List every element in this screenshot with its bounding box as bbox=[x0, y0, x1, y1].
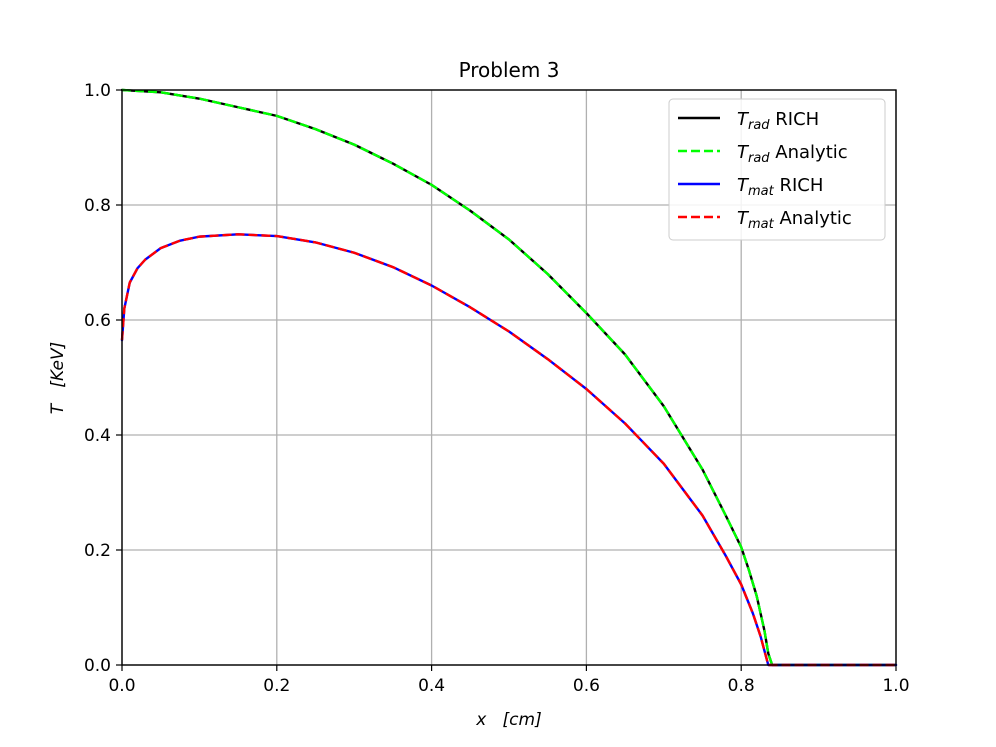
legend-box bbox=[668, 98, 886, 241]
y-axis-label: T [KeV] bbox=[48, 342, 68, 415]
ticks-layer: 0.0 0.2 0.4 0.6 0.8 1.0 0.0 0.2 0.4 0.6 0.8 1.0 bbox=[84, 81, 910, 696]
legend-label: Tmat Analytic bbox=[737, 208, 852, 232]
x-tick-label: 0.6 bbox=[573, 676, 600, 696]
y-tick-label: 0.8 bbox=[84, 196, 111, 216]
y-tick-label: 0.4 bbox=[84, 426, 111, 446]
y-tick-label: 0.2 bbox=[84, 541, 111, 561]
legend-subscript: mat bbox=[748, 184, 775, 199]
legend-suffix: Analytic bbox=[774, 208, 852, 229]
y-tick-label: 0.6 bbox=[84, 311, 111, 331]
legend-subscript: rad bbox=[748, 151, 770, 166]
x-tick-label: 0.2 bbox=[263, 676, 290, 696]
chart-title: Problem 3 bbox=[459, 58, 560, 82]
x-axis-unit: [cm] bbox=[503, 710, 542, 730]
series-layer bbox=[120, 88, 898, 667]
legend-symbol: T bbox=[737, 175, 750, 196]
y-tick-label: 1.0 bbox=[84, 81, 111, 101]
y-axis-unit: [KeV] bbox=[48, 342, 68, 388]
x-tick-label: 0.4 bbox=[418, 676, 445, 696]
plot-frame bbox=[121, 89, 897, 666]
legend-symbol: T bbox=[737, 142, 750, 163]
legend-symbol: T bbox=[737, 109, 750, 130]
legend-suffix: RICH bbox=[774, 175, 824, 196]
x-tick-label: 0.8 bbox=[728, 676, 755, 696]
legend-subscript: mat bbox=[748, 217, 775, 232]
legend-label: Trad Analytic bbox=[737, 142, 848, 166]
legend-suffix: Analytic bbox=[770, 142, 848, 163]
x-tick-label: 0.0 bbox=[108, 676, 135, 696]
y-axis-variable: T bbox=[48, 402, 68, 414]
series-line-t-rad-analytic bbox=[121, 88, 896, 667]
series-line-t-mat-analytic bbox=[120, 233, 896, 667]
legend-symbol: T bbox=[737, 208, 750, 229]
legend-subscript: rad bbox=[748, 118, 770, 133]
legend-label: Tmat RICH bbox=[737, 175, 823, 199]
y-tick-label: 0.0 bbox=[84, 656, 111, 676]
legend-suffix: RICH bbox=[770, 109, 820, 130]
x-tick-label: 1.0 bbox=[882, 676, 909, 696]
legend-label: Trad RICH bbox=[737, 109, 819, 133]
x-axis-variable: x bbox=[475, 710, 487, 730]
x-axis-label: x [cm] bbox=[475, 710, 541, 730]
